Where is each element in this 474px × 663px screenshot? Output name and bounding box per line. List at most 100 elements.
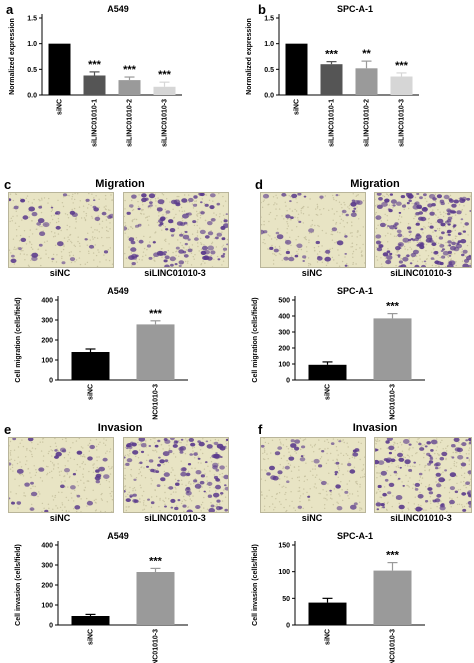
x-tick-label: siNC <box>325 384 332 400</box>
y-tick-label: 200 <box>41 338 53 345</box>
panel-letter-a: a <box>6 2 14 17</box>
x-tick-label: siLINC01010-2 <box>364 99 371 147</box>
y-axis-label: Cell invasion (cells/field) <box>15 544 22 626</box>
invasion-spca1-si3-image <box>374 437 472 513</box>
y-tick-label: 0.0 <box>27 93 37 100</box>
y-tick-label: 300 <box>41 563 53 570</box>
x-tick-label: siNC <box>325 629 332 645</box>
y-axis-label: Cell migration (cells/field) <box>252 297 259 382</box>
chart-c: A549 Cell migration (cells/field) 0 100 200 3… <box>15 286 188 420</box>
significance-label: *** <box>123 64 137 76</box>
bar-2 <box>373 570 412 625</box>
migration-spca1-sinc-image <box>260 192 366 268</box>
migration-a549-sinc-image <box>8 192 114 268</box>
significance-label: *** <box>395 60 409 72</box>
y-tick-label: 50 <box>282 596 290 603</box>
significance-label: *** <box>149 555 163 567</box>
bar-4 <box>390 76 413 95</box>
y-axis-label: Cell migration (cells/field) <box>15 297 22 382</box>
y-axis-label: Normalized expression <box>246 18 253 95</box>
panel-c-title: Migration <box>95 178 145 190</box>
y-tick-label: 400 <box>41 298 53 305</box>
caption-e-right: siLINC01010-3 <box>144 513 206 523</box>
migration-spca1-si3-image <box>374 192 472 268</box>
caption-f-right: siLINC01010-3 <box>390 513 452 523</box>
x-tick-label: siLINC01010-3 <box>390 629 397 663</box>
chart-a: A549 Normalized expression 0.0 0.5 1.0 1.5 siN… <box>9 4 182 147</box>
y-tick-label: 0.5 <box>264 67 274 74</box>
y-tick-label: 0 <box>49 378 53 385</box>
y-tick-label: 300 <box>278 330 290 337</box>
y-axis-label: Normalized expression <box>9 18 16 95</box>
y-axis-label: Cell invasion (cells/field) <box>252 544 259 626</box>
x-tick-label: siLINC01010-3 <box>162 99 169 147</box>
chart-f: SPC-A-1 Cell invasion (cells/field) 0 50 100… <box>252 531 425 663</box>
panel-letter-e: e <box>4 422 12 437</box>
chart-title: SPC-A-1 <box>337 4 373 14</box>
chart-title: A549 <box>107 4 129 14</box>
y-tick-label: 200 <box>41 583 53 590</box>
bar-2 <box>136 324 175 380</box>
bar-3 <box>118 80 141 95</box>
x-tick-label: siLINC01010-3 <box>153 629 160 663</box>
y-tick-label: 0 <box>49 623 53 630</box>
caption-e-left: siNC <box>49 513 71 523</box>
chart-title: A549 <box>107 531 129 541</box>
panel-d-title: Migration <box>350 178 400 190</box>
chart-title: SPC-A-1 <box>337 531 373 541</box>
bar-2 <box>136 572 175 625</box>
y-tick-label: 0.0 <box>264 93 274 100</box>
y-tick-label: 150 <box>278 543 290 550</box>
y-tick-label: 1.5 <box>264 16 274 23</box>
panel-e-title: Invasion <box>97 422 143 434</box>
x-tick-label: siNC <box>88 384 95 400</box>
y-tick-label: 200 <box>278 346 290 353</box>
y-tick-label: 400 <box>41 543 53 550</box>
invasion-a549-sinc-image <box>8 437 114 513</box>
x-tick-label: siNC <box>57 99 64 115</box>
bar-2 <box>83 75 106 95</box>
significance-label: *** <box>325 49 339 61</box>
bar-1 <box>71 352 110 380</box>
caption-c-right: siLINC01010-3 <box>144 268 206 278</box>
x-tick-label: siNC <box>294 99 301 115</box>
x-tick-label: siLINC01010-3 <box>399 99 406 147</box>
invasion-spca1-sinc-image <box>260 437 366 513</box>
y-tick-label: 0 <box>286 378 290 385</box>
y-tick-label: 1.0 <box>27 41 37 48</box>
x-tick-label: siLINC01010-2 <box>127 99 134 147</box>
panel-letter-b: b <box>258 2 266 17</box>
y-tick-label: 500 <box>278 298 290 305</box>
significance-label: *** <box>386 301 400 313</box>
bar-1 <box>308 364 347 380</box>
panel-letter-f: f <box>258 422 263 437</box>
panel-f-title: Invasion <box>352 422 398 434</box>
significance-label: ** <box>362 48 371 60</box>
y-tick-label: 100 <box>278 362 290 369</box>
significance-label: *** <box>149 308 163 320</box>
bar-2 <box>320 64 343 95</box>
y-tick-label: 300 <box>41 318 53 325</box>
y-tick-label: 100 <box>278 569 290 576</box>
caption-d-right: siLINC01010-3 <box>390 268 452 278</box>
x-tick-label: siNC <box>88 629 95 645</box>
caption-d-left: siNC <box>301 268 323 278</box>
bar-2 <box>373 318 412 380</box>
chart-b: SPC-A-1 Normalized expression 0.0 0.5 1.0 1.5… <box>246 4 419 147</box>
x-tick-label: siLINC01010-3 <box>390 384 397 420</box>
y-tick-label: 100 <box>41 603 53 610</box>
bar-4 <box>153 86 176 95</box>
caption-c-left: siNC <box>49 268 71 278</box>
chart-d: SPC-A-1 Cell migration (cells/field) 0 100 2… <box>252 286 425 420</box>
y-tick-label: 100 <box>41 358 53 365</box>
y-tick-label: 0.5 <box>27 67 37 74</box>
chart-title: A549 <box>107 286 129 296</box>
bar-1 <box>285 43 308 95</box>
y-tick-label: 1.5 <box>27 16 37 23</box>
significance-label: *** <box>386 550 400 562</box>
significance-label: *** <box>158 69 172 81</box>
significance-label: *** <box>88 59 102 71</box>
x-tick-label: siLINC01010-3 <box>153 384 160 420</box>
bar-1 <box>48 43 71 95</box>
bar-1 <box>308 602 347 625</box>
